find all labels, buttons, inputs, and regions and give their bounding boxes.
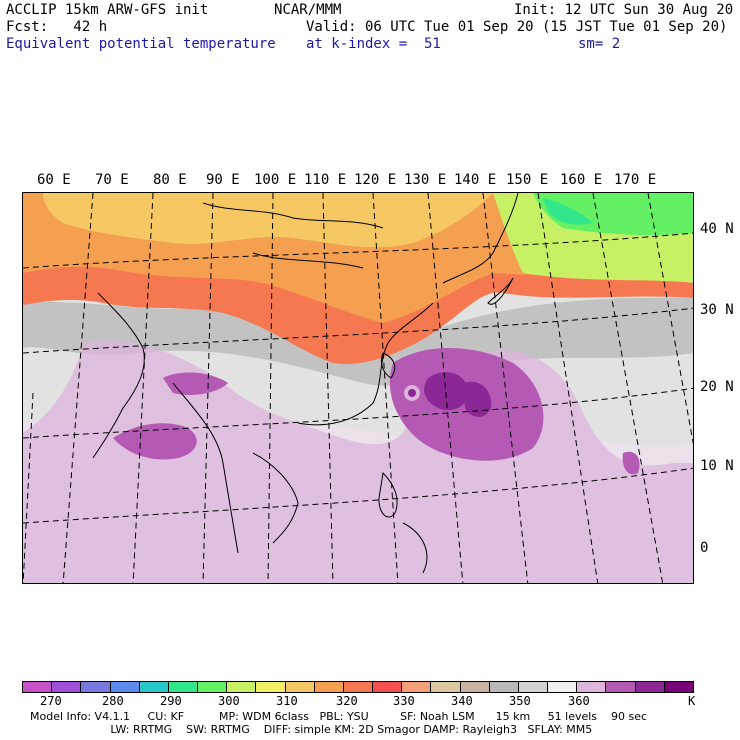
forecast-hour: Fcst: 42 h [6, 19, 108, 35]
colorbar-label: 280 [102, 694, 124, 708]
model-info-line2: LW: RRTMG SW: RRTMG DIFF: simple KM: 2D … [30, 723, 593, 736]
colorbar-swatch [489, 682, 519, 692]
lat-label: 10 N [700, 458, 734, 474]
colorbar-swatch [402, 682, 432, 692]
lon-label: 110 E [304, 172, 347, 188]
colorbar-swatch [256, 682, 286, 692]
colorbar-swatch [577, 682, 607, 692]
colorbar-label: 300 [218, 694, 240, 708]
run-title: ACCLIP 15km ARW-GFS init [6, 2, 209, 18]
lat-label: 0 [700, 540, 709, 556]
colorbar-label: 290 [160, 694, 182, 708]
lat-label: 30 N [700, 302, 734, 318]
colorbar-swatch [373, 682, 403, 692]
colorbar-swatch [139, 682, 169, 692]
colorbar-swatch [110, 682, 140, 692]
lon-label: 170 E [614, 172, 657, 188]
lon-label: 80 E [153, 172, 187, 188]
colorbar-swatch [23, 682, 53, 692]
colorbar-label: 320 [336, 694, 358, 708]
lon-label: 140 E [454, 172, 497, 188]
colorbar-swatch [285, 682, 315, 692]
colorbar-swatch [460, 682, 490, 692]
colorbar-swatch [81, 682, 111, 692]
colorbar-swatch [198, 682, 228, 692]
level-index: at k-index = 51 [306, 36, 441, 52]
lon-label: 150 E [506, 172, 549, 188]
valid-time: Valid: 06 UTC Tue 01 Sep 20 (15 JST Tue … [306, 19, 728, 35]
colorbar-label: 340 [451, 694, 473, 708]
colorbar-swatch [548, 682, 578, 692]
colorbar-swatch [606, 682, 636, 692]
colorbar-unit: K [688, 694, 696, 708]
colorbar-swatch [52, 682, 82, 692]
colorbar-swatch [314, 682, 344, 692]
colorbar [22, 681, 694, 693]
colorbar-swatch [518, 682, 549, 692]
colorbar-swatch [431, 682, 461, 692]
theta-e-field [23, 193, 693, 583]
lon-label: 70 E [95, 172, 129, 188]
colorbar-label: 330 [393, 694, 415, 708]
colorbar-label: 310 [276, 694, 298, 708]
colorbar-swatch [664, 682, 693, 692]
colorbar-swatch [227, 682, 257, 692]
lat-label: 40 N [700, 221, 734, 237]
colorbar-swatch [635, 682, 665, 692]
map-panel [22, 192, 694, 584]
institution-label: NCAR/MMM [274, 2, 342, 18]
lat-label: 20 N [700, 379, 734, 395]
lon-label: 60 E [37, 172, 71, 188]
lon-label: 160 E [560, 172, 603, 188]
lon-label: 100 E [254, 172, 297, 188]
colorbar-swatch [343, 682, 374, 692]
colorbar-swatch [168, 682, 199, 692]
colorbar-label: 270 [40, 694, 62, 708]
colorbar-label: 350 [509, 694, 531, 708]
field-name: Equivalent potential temperature [6, 36, 276, 52]
init-time: Init: 12 UTC Sun 30 Aug 20 [514, 2, 734, 18]
lon-label: 90 E [206, 172, 240, 188]
smoothing-label: sm= 2 [578, 36, 621, 52]
lon-label: 130 E [404, 172, 447, 188]
model-info-line1: Model Info: V4.1.1 CU: KF MP: WDM 6class… [30, 710, 648, 723]
colorbar-label: 360 [568, 694, 590, 708]
lon-label: 120 E [354, 172, 397, 188]
